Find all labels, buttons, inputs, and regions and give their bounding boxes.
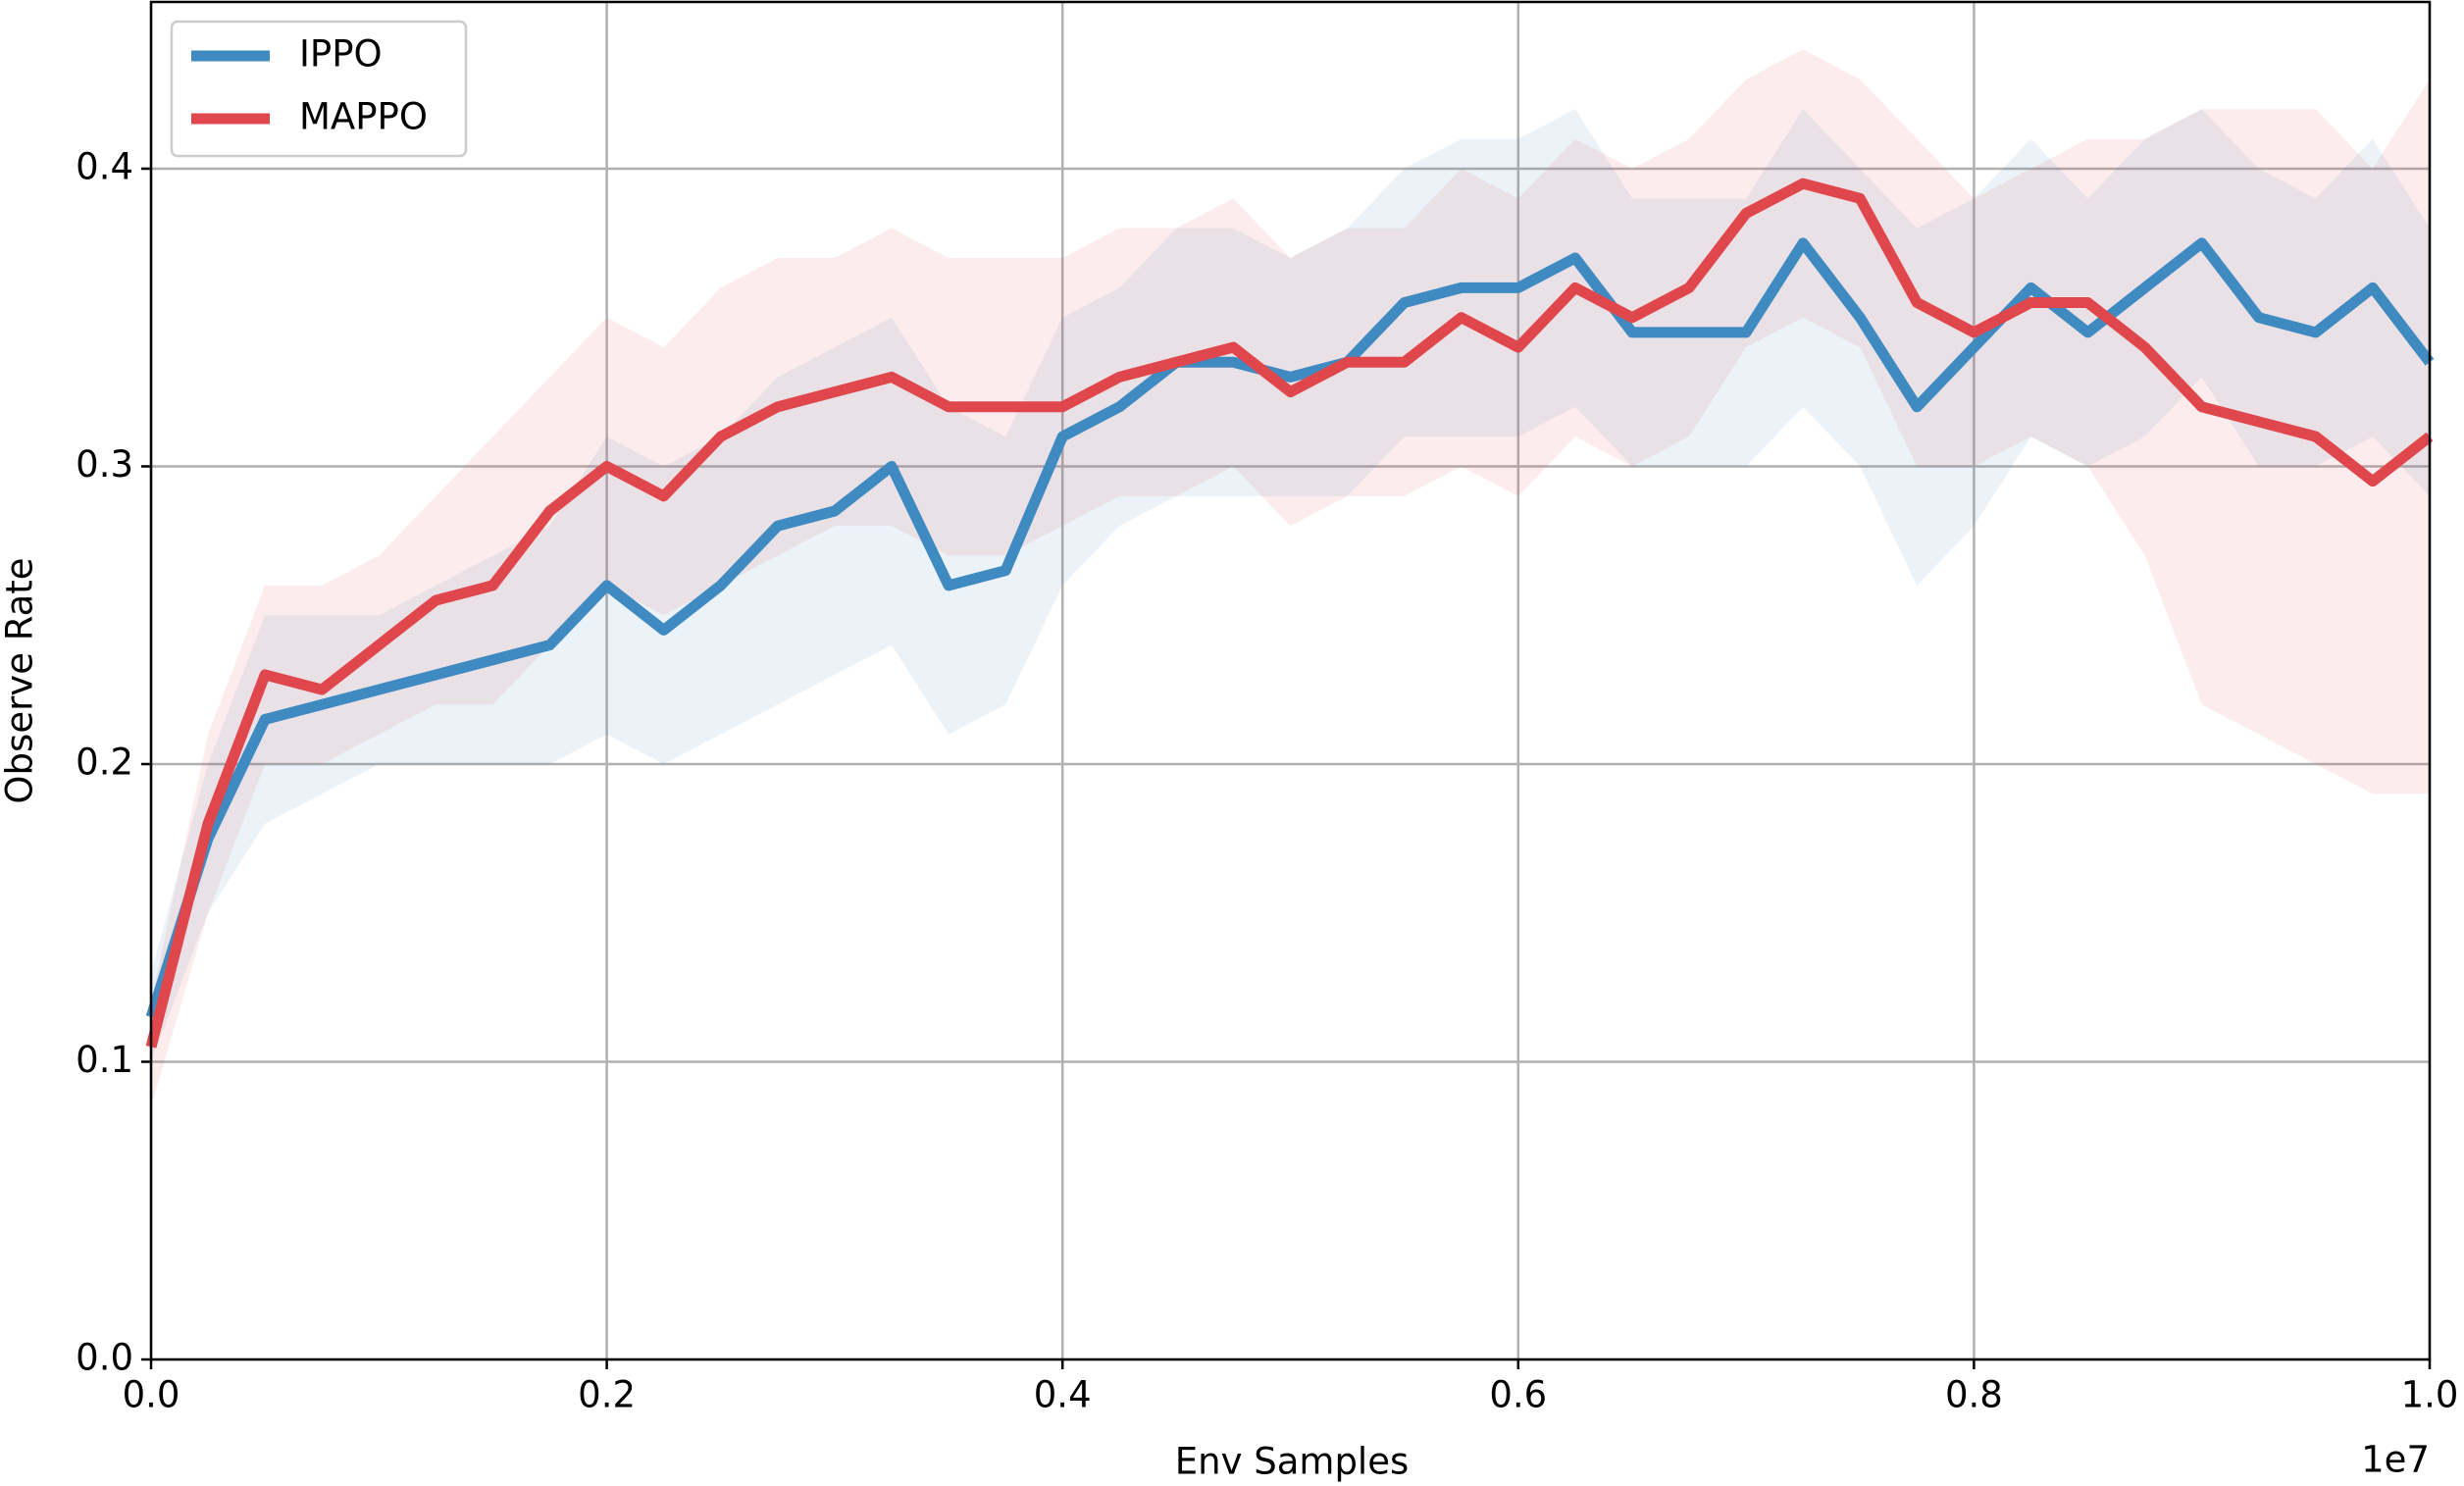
y-axis-label: Observe Rate [0, 557, 41, 803]
y-tick-label: 0.4 [76, 145, 133, 187]
x-tick-label: 0.0 [123, 1374, 180, 1416]
series-line [145, 178, 2434, 1049]
x-tick-label: 0.4 [1034, 1374, 1092, 1416]
x-tick-label: 0.2 [578, 1374, 636, 1416]
x-tick-label: 1.0 [2401, 1374, 2459, 1416]
y-tick-label: 0.2 [76, 741, 133, 783]
legend-label: IPPO [299, 33, 383, 76]
y-tick-label: 0.1 [76, 1039, 133, 1081]
y-tick-label: 0.3 [76, 443, 133, 486]
y-tick-label: 0.0 [76, 1337, 133, 1379]
plot-frame [149, 0, 2432, 1361]
band [151, 109, 2430, 1062]
x-tick-label: 0.6 [1489, 1374, 1547, 1416]
x-offset-label: 1e7 [2361, 1439, 2430, 1481]
x-axis-label: Env Samples [1175, 1441, 1410, 1483]
legend-label: MAPPO [299, 96, 428, 138]
x-tick-label: 0.8 [1945, 1374, 2003, 1416]
